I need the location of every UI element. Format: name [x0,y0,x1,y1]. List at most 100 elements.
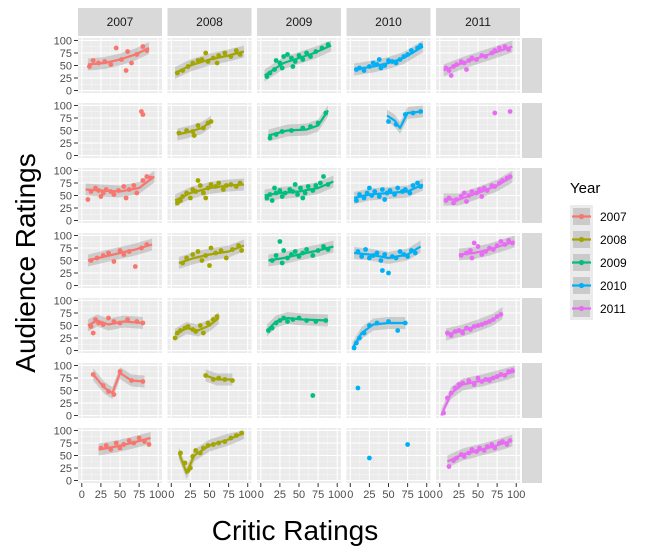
data-point [140,320,146,326]
data-point [88,258,94,263]
series-romance-2010 [355,385,361,391]
data-point [201,330,206,336]
data-point [300,125,306,131]
data-point [458,253,464,258]
data-point [108,189,114,194]
panel-adventure-2007 [78,103,162,158]
data-point [205,443,211,448]
data-point [102,59,108,64]
data-point [490,317,496,322]
data-point [191,133,197,138]
data-point [140,178,146,183]
series-thriller-2011 [446,434,513,469]
legend-key-point [578,305,585,312]
strip-thriller [522,428,542,483]
data-point [90,58,96,63]
smooth-line [174,50,245,74]
data-point [125,317,130,322]
data-point [282,190,288,196]
y-tick-label: 100 [54,230,72,242]
data-point [357,335,362,341]
data-point [285,319,290,324]
data-point [269,198,275,203]
series-adventure-2008 [176,115,214,141]
data-point [382,252,388,257]
data-point [140,112,146,117]
data-point [319,45,325,51]
data-point [144,242,150,247]
y-tick-label: 0 [66,86,72,98]
series-comedy-2008 [174,178,244,207]
y-tick-label: 50 [60,451,72,463]
panel-romance-2009 [257,363,341,418]
data-point [142,439,147,444]
data-point [289,128,294,133]
series-action-2010 [353,40,424,76]
panel-adventure-2008 [167,103,252,158]
data-point [203,373,209,378]
data-point [193,329,199,334]
data-point [466,450,472,456]
data-point [468,248,473,253]
data-point [300,250,306,256]
data-point [494,374,500,379]
data-point [125,49,130,54]
series-romance-2008 [203,369,235,386]
data-point [392,192,397,197]
data-point [407,190,413,196]
data-point [111,259,117,264]
data-point [369,193,375,198]
strip-label-2010: 2010 [375,15,402,29]
data-point [409,248,414,253]
data-point [506,369,511,374]
data-point [464,325,469,331]
data-point [88,324,94,329]
data-point [134,52,140,57]
data-point [144,48,150,53]
data-point [469,189,475,194]
data-point [123,195,129,201]
data-point [323,318,329,323]
data-point [264,74,270,79]
data-point [469,255,475,261]
smooth-line [353,45,424,71]
series-adventure-2007 [139,109,146,117]
data-point [483,249,488,254]
data-point [190,129,196,134]
data-point [479,322,485,327]
y-tick-label: 75 [60,308,72,320]
series-drama-2008 [178,239,245,269]
data-point [273,58,279,63]
data-point [296,53,302,58]
x-tick-label: 50 [382,489,394,501]
x-tick-label: 100 [149,489,167,501]
y-tick-label: 0 [66,476,72,488]
data-point [108,62,114,67]
data-point [272,185,277,191]
data-point [308,54,313,59]
data-point [190,60,196,66]
data-point [140,44,146,49]
data-point [237,180,243,186]
data-point [370,253,376,258]
strip-2010 [346,8,431,36]
data-point [490,247,496,252]
x-tick-label: 50 [203,489,215,501]
y-tick-label: 100 [54,425,72,437]
data-point [230,247,235,252]
data-point [477,445,482,451]
data-point [355,249,361,254]
data-point [266,328,271,333]
data-point [279,129,285,134]
strip-label-2009: 2009 [286,15,313,29]
y-tick-label: 0 [66,216,72,228]
series-comedy-2011 [443,170,513,206]
data-point [184,128,190,133]
data-point [498,239,504,244]
data-point [387,188,393,193]
panel-adventure-2011 [436,103,520,158]
series-thriller-2007 [98,432,152,456]
data-point [456,328,462,333]
data-point [180,194,186,199]
